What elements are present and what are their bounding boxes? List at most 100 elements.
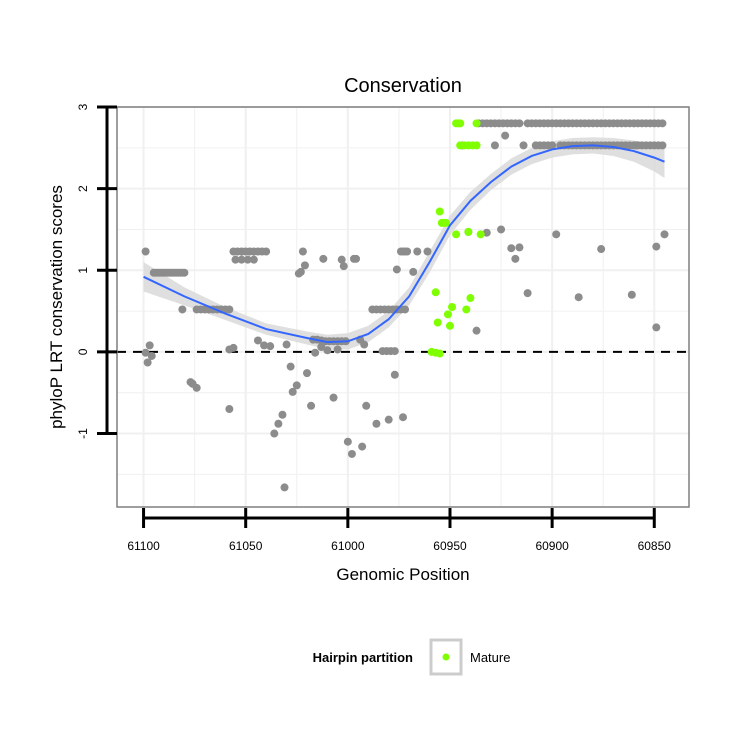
data-point [253, 336, 262, 345]
data-point-mature [448, 303, 457, 311]
data-point-mature [456, 119, 465, 128]
y-tick-label: 1 [76, 267, 90, 274]
y-tick-label: 0 [76, 348, 90, 355]
chart-title: Conservation [344, 75, 462, 97]
data-point-mature [435, 207, 444, 216]
data-point [497, 225, 506, 234]
data-point [337, 255, 346, 264]
data-point [482, 228, 491, 237]
data-point [423, 247, 432, 256]
data-point [652, 323, 661, 332]
data-point [282, 340, 291, 349]
data-point [286, 362, 295, 371]
data-point [225, 305, 234, 314]
data-point [147, 351, 156, 360]
data-point [523, 289, 532, 298]
y-tick-label: 2 [76, 185, 90, 192]
y-axis-label: phyloP LRT conservation scores [47, 185, 66, 429]
y-tick-label: -1 [76, 428, 90, 439]
data-point [319, 254, 328, 263]
data-point [229, 343, 238, 352]
data-point [392, 265, 401, 274]
data-point-mature [441, 218, 450, 227]
data-point [339, 262, 348, 271]
data-point [652, 242, 661, 251]
data-point [658, 119, 667, 128]
data-point [266, 342, 275, 351]
x-axis-label: Genomic Position [336, 565, 469, 584]
data-point [343, 437, 352, 446]
legend-key-mature [442, 653, 450, 661]
data-point [574, 293, 583, 302]
data-point [401, 305, 410, 314]
data-point [329, 393, 338, 402]
x-tick-label: 60950 [433, 539, 467, 553]
legend-title: Hairpin partition [313, 650, 413, 665]
data-point [519, 141, 528, 150]
data-point [145, 341, 154, 350]
data-point [231, 255, 240, 264]
legend: Hairpin partition Mature [313, 638, 510, 676]
plot-border [116, 106, 690, 508]
data-point [307, 401, 316, 410]
data-point [490, 141, 499, 150]
data-point [399, 413, 407, 422]
data-point [278, 410, 287, 419]
y-tick-label: 3 [76, 103, 90, 110]
data-point [274, 419, 283, 428]
data-point [302, 369, 311, 378]
data-point [292, 381, 301, 390]
data-point [507, 244, 516, 253]
data-point [352, 254, 361, 263]
data-point [472, 326, 481, 335]
data-point [141, 348, 150, 357]
data-point [384, 415, 393, 424]
data-point [296, 267, 305, 276]
x-tick-label: 60850 [638, 539, 672, 553]
data-point-mature [472, 141, 481, 150]
data-point [192, 383, 201, 392]
smooth-trend-line [143, 144, 665, 344]
data-point [280, 483, 289, 492]
data-point [548, 141, 557, 150]
data-point [333, 345, 342, 354]
data-point [243, 255, 252, 264]
y-axis: -1 0 1 2 3 [76, 103, 117, 439]
x-tick-label: 61050 [229, 539, 263, 553]
data-point-mature [476, 230, 485, 239]
x-axis: 61100 61050 61000 60950 60900 60850 [127, 508, 671, 553]
data-point [143, 358, 152, 367]
data-point [300, 261, 309, 270]
data-point [178, 305, 187, 314]
x-tick-label: 61100 [127, 539, 160, 553]
data-point [360, 340, 369, 349]
data-point-mature [435, 349, 444, 358]
data-point [631, 141, 640, 150]
data-point [180, 268, 189, 277]
data-point-mature [472, 119, 481, 128]
data-point [413, 247, 422, 256]
data-point [501, 131, 510, 140]
data-point [225, 405, 234, 414]
smooth-line-layer [143, 144, 665, 344]
data-point [515, 243, 524, 252]
data-point-mature [431, 288, 440, 297]
data-point [627, 290, 636, 299]
data-point-mature [466, 294, 475, 303]
data-point [260, 341, 269, 350]
data-point [298, 247, 307, 256]
data-point [515, 119, 524, 128]
data-point [660, 230, 669, 239]
data-point-mature [433, 318, 442, 327]
data-point [372, 419, 381, 428]
data-point-mature [462, 305, 471, 314]
data-point-mature [445, 321, 454, 330]
data-point [317, 343, 326, 351]
data-point [597, 245, 606, 254]
data-point-mature [464, 227, 473, 236]
data-point-mature [443, 310, 452, 319]
data-point-mature [452, 230, 461, 239]
data-point [249, 255, 258, 264]
data-point [390, 370, 399, 379]
